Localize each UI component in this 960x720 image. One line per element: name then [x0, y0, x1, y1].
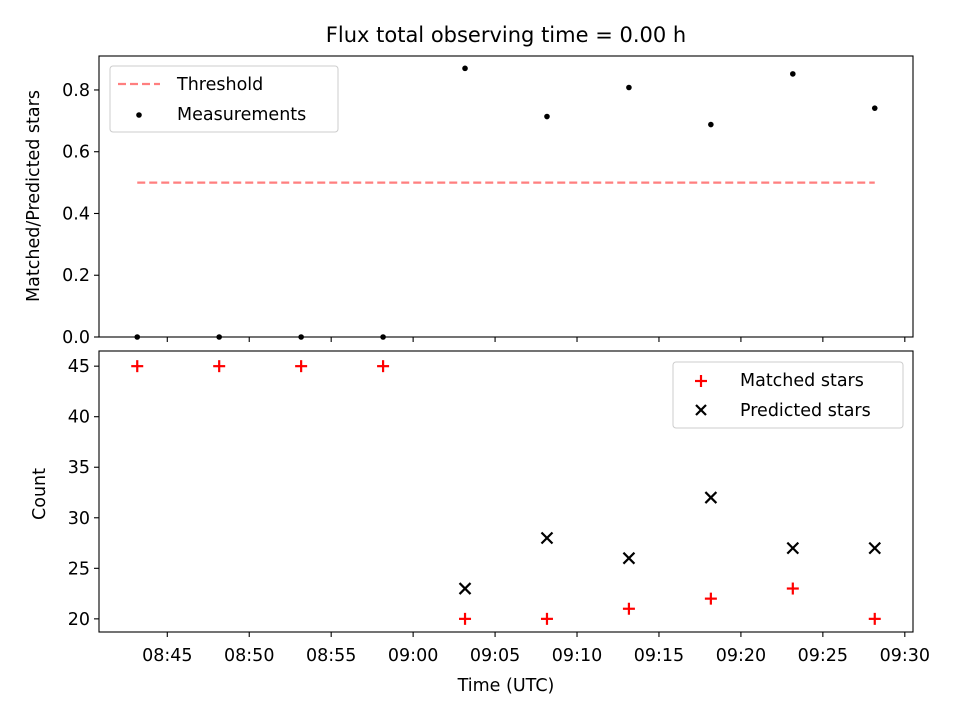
- bottom-y-ticks: 20 25 30 35 40 45: [68, 357, 99, 630]
- legend-threshold-label: Threshold: [176, 75, 263, 95]
- measurement-point: [544, 113, 550, 120]
- legend-predicted-label: Predicted stars: [740, 401, 871, 421]
- top-axes: 0.00.20.40.60.8 Matched/Predicted stars …: [24, 55, 914, 348]
- legend-predicted-swatch: [695, 404, 707, 416]
- x-tick-label: 09:20: [716, 646, 766, 666]
- x-tick-label: 08:45: [142, 646, 192, 666]
- top-legend: Threshold Measurements: [109, 65, 339, 133]
- y-tick-label: 30: [68, 509, 90, 529]
- x-axis-label: Time (UTC): [457, 676, 555, 696]
- top-plot-frame: [98, 55, 914, 338]
- predicted-point-b: [458, 582, 472, 595]
- predicted-point: [786, 541, 800, 555]
- top-y-axis-label: Matched/Predicted stars: [24, 90, 44, 302]
- measurement-point: [298, 334, 304, 340]
- y-tick-label: 45: [68, 357, 90, 377]
- y-tick-label: 20: [68, 610, 90, 630]
- predicted-point-b: [868, 541, 882, 555]
- x-tick-label: 09:15: [634, 646, 684, 666]
- matched-point: [622, 602, 635, 615]
- bottom-legend: Matched stars Predicted stars: [672, 361, 904, 429]
- predicted-point: [458, 582, 472, 595]
- top-x-ticks: [166, 337, 906, 342]
- y-tick-label: 0.2: [62, 266, 90, 286]
- bottom-y-axis-label: Count: [30, 468, 50, 520]
- matched-point: [213, 360, 226, 373]
- matched-point: [131, 360, 144, 373]
- measurement-point: [462, 65, 468, 72]
- measurement-point: [871, 105, 878, 111]
- y-tick-label: 40: [68, 408, 90, 428]
- y-tick-label: 25: [68, 559, 90, 579]
- y-tick-label: 0.4: [62, 204, 90, 224]
- legend-measurements-swatch: [136, 112, 142, 118]
- predicted-point: [868, 541, 882, 555]
- measurement-point: [216, 334, 222, 340]
- y-tick-label: 0.6: [62, 143, 90, 163]
- measurement-point: [708, 121, 714, 128]
- y-tick-label: 35: [68, 458, 90, 478]
- x-tick-label: 08:55: [306, 646, 356, 666]
- measurement-point: [626, 84, 632, 91]
- x-tick-label: 09:10: [552, 646, 602, 666]
- top-y-ticks: 0.0 0.2 0.4 0.6 0.8: [62, 81, 99, 348]
- bottom-marks: [131, 360, 882, 625]
- top-marks: [134, 65, 878, 340]
- measurement-point: [134, 334, 141, 340]
- matched-point: [295, 360, 308, 373]
- predicted-point-b: [786, 541, 800, 555]
- predicted-point-b: [704, 491, 718, 504]
- bottom-plot-frame: [98, 350, 914, 633]
- matched-point: [377, 360, 390, 373]
- matched-point: [704, 592, 717, 605]
- predicted-point: [622, 551, 636, 565]
- legend-measurements-label: Measurements: [177, 105, 306, 125]
- predicted-point: [540, 531, 554, 545]
- y-tick-label: 0.0: [62, 328, 90, 348]
- x-tick-label: 09:00: [388, 646, 438, 666]
- x-tick-label: 09:05: [470, 646, 520, 666]
- measurement-point: [380, 334, 386, 340]
- top-legend-frame: [109, 65, 339, 133]
- chart-title: Flux total observing time = 0.00 h: [326, 23, 686, 47]
- bottom-legend-frame: [672, 361, 904, 429]
- predicted-point-b: [622, 551, 636, 565]
- matched-point: [459, 612, 472, 625]
- x-tick-label: 08:50: [224, 646, 274, 666]
- legend-matched-label: Matched stars: [740, 371, 864, 391]
- matched-point: [540, 612, 553, 625]
- x-tick-label: 09:25: [798, 646, 848, 666]
- legend-matched-swatch: [695, 375, 707, 387]
- matched-point: [786, 582, 799, 595]
- predicted-point: [704, 491, 718, 504]
- measurement-point: [790, 71, 796, 77]
- predicted-point-b: [540, 531, 554, 545]
- matched-point: [868, 612, 881, 625]
- bottom-axes: 08:45 08:50 08:55 09:00 09:05 09:10 09:15 09:20…: [30, 350, 930, 696]
- bottom-x-ticks: 08:45 08:50 08:55 09:00 09:05 09:10 09:15 09:20…: [142, 632, 930, 666]
- y-tick-label: 0.8: [62, 81, 90, 101]
- x-tick-label: 09:30: [880, 646, 930, 666]
